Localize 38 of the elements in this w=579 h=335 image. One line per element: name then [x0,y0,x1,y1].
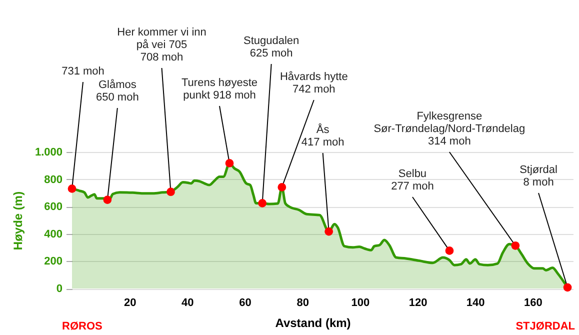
y-tick-label: 200 [44,256,62,268]
x-tick-label: 160 [524,297,542,309]
text: STJØRDAL [516,320,576,332]
y-tick-label: 800 [44,174,62,186]
annotation: Fylkesgrense Sør-Trøndelag/Nord-Trøndelag 314 moh [374,110,526,148]
x-tick-label: 120 [408,297,428,309]
annotation: Glåmos 650 moh [96,79,139,104]
x-tick-label: 100 [351,297,370,309]
y-tick-label: 400 [44,228,62,240]
point [166,188,175,196]
x-tick-label: 140 [466,297,485,309]
y-tick-label: 600 [44,201,62,214]
text: RØROS [62,320,102,332]
y-tick-label: 0 [56,283,62,295]
x-tick-label: 20 [124,297,136,309]
y-axis-title: Høyde (m) [10,191,25,250]
x-axis-title: Avstand (km) [275,316,351,330]
point [511,241,520,250]
annotation: Stugudalen 625 moh [243,35,300,60]
annotation: Selbu 277 moh [391,168,434,192]
annotation: Turens høyeste punkt 918 moh [181,77,258,102]
x-tick-label: 60 [239,297,252,309]
annotation: Stjørdal 8 moh [520,164,558,188]
annotation: Her kommer vi inn på vei 705 708 moh [117,26,206,64]
point [324,227,334,236]
point [103,196,112,204]
point [225,159,234,168]
x-tick-label: 40 [182,297,194,309]
annotation: Håvards hytte 742 moh [280,71,348,96]
point [278,183,286,192]
point [258,199,267,208]
point [445,246,454,255]
point [68,184,76,193]
annotation: 731 moh [62,66,104,78]
x-tick-label: 80 [296,297,309,309]
y-tick-label: 1.000 [34,146,62,158]
annotation: Ås 417 moh [301,123,344,148]
point [563,283,572,292]
